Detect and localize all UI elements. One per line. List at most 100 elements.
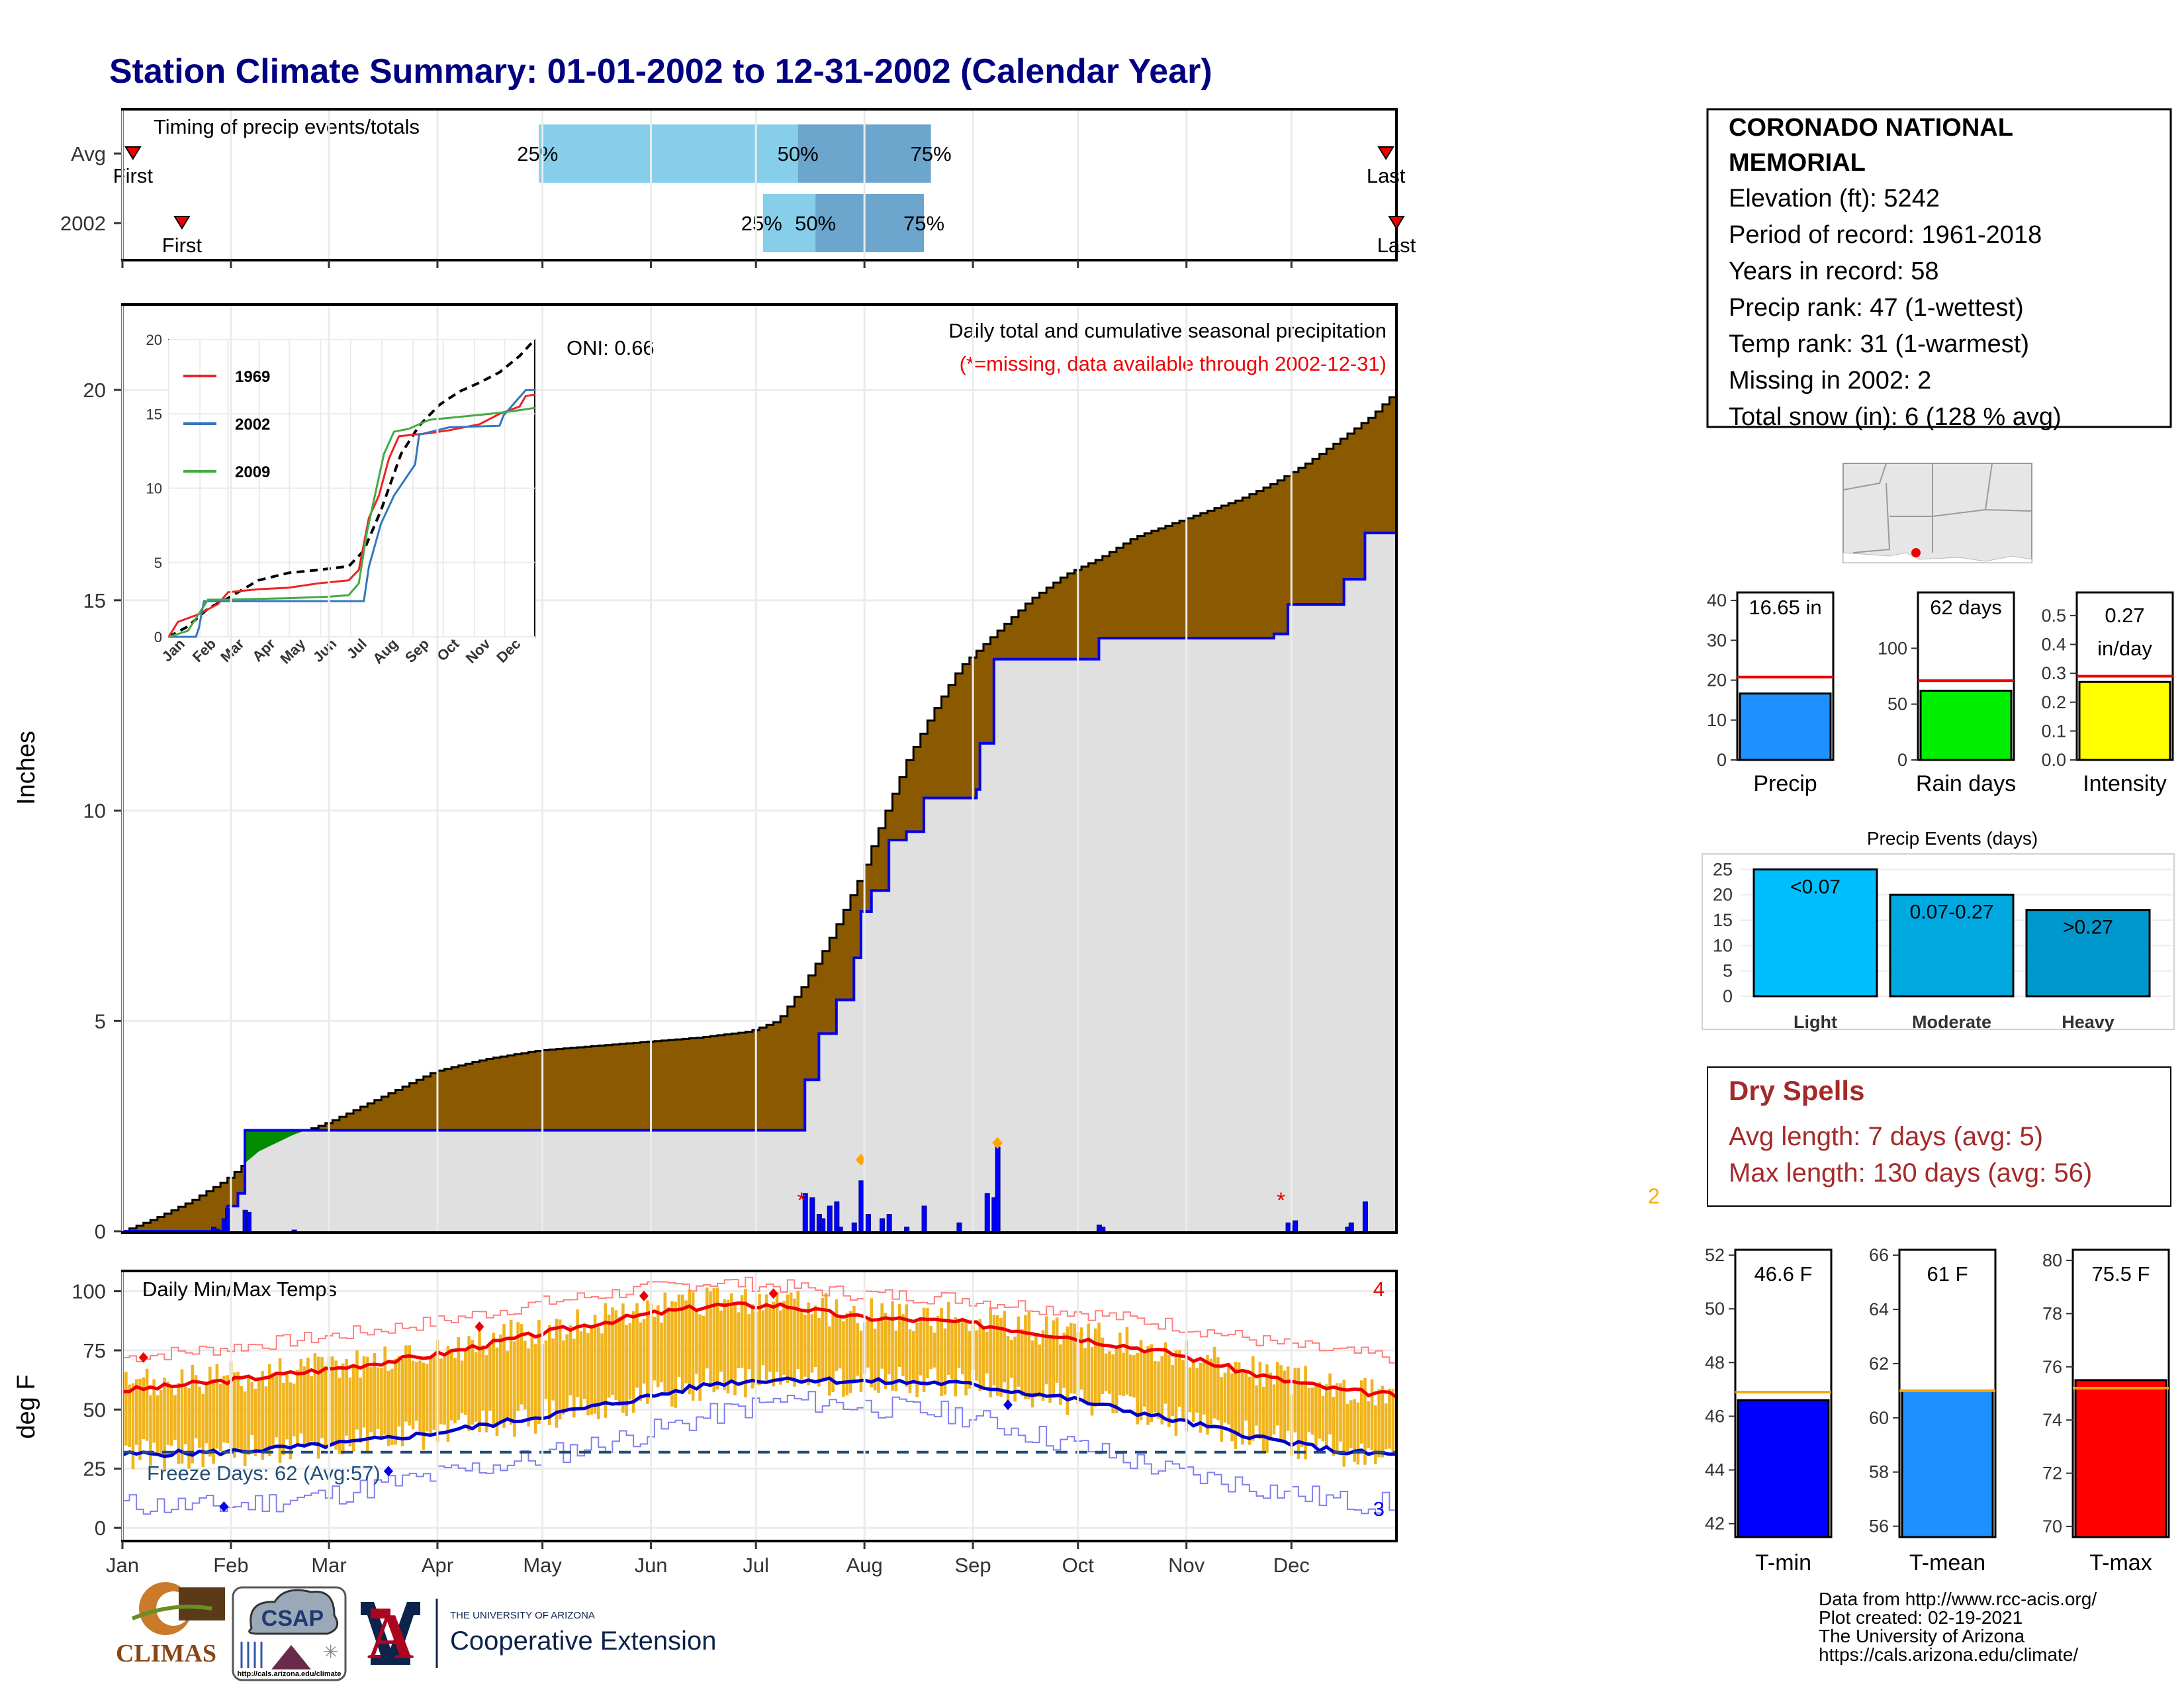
daily-temp-bar [1325, 1384, 1328, 1448]
credit-line: https://cals.arizona.edu/climate/ [1819, 1644, 2078, 1665]
credit-line: Data from http://www.rcc-acis.org/ [1819, 1589, 2097, 1609]
summary-bar-label: Rain days [1916, 771, 2016, 796]
precip-event-bar-label: 0.07-0.27 [1910, 902, 1994, 923]
daily-temp-bar [1248, 1376, 1251, 1445]
daily-temp-bar [509, 1319, 513, 1425]
daily-temp-bar [768, 1307, 772, 1372]
precip-event-bar [2025, 909, 2151, 998]
daily-temp-bar [422, 1362, 426, 1450]
daily-temp-bar [572, 1338, 576, 1418]
daily-temp-bar [999, 1317, 1003, 1397]
temp-bar-ytick-label: 78 [2042, 1303, 2062, 1323]
daily-temp-bar [142, 1377, 146, 1440]
daily-temp-bar [1024, 1315, 1027, 1399]
daily-temp-bar [684, 1300, 688, 1383]
daily-temp-bar [1300, 1383, 1304, 1447]
daily-temp-bar [989, 1307, 992, 1397]
daily-temp-bar [1359, 1380, 1363, 1444]
daily-temp-bar [957, 1321, 961, 1368]
daily-temp-bar [1307, 1387, 1311, 1432]
summary-bar [1919, 689, 2013, 761]
daily-temp-bar [1339, 1383, 1342, 1442]
daily-temp-bar [492, 1333, 495, 1427]
daily-temp-bar [331, 1356, 334, 1446]
daily-temp-bar [1171, 1364, 1174, 1417]
daily-temp-bar [1013, 1336, 1017, 1402]
daily-temp-bar [124, 1372, 128, 1446]
daily-temp-bar [320, 1357, 324, 1438]
daily-temp-bar [1384, 1403, 1388, 1450]
station-info-line: Years in record: 58 [1729, 258, 1939, 285]
daily-temp-bar [134, 1379, 138, 1445]
daily-precip-bar [995, 1147, 1001, 1232]
hot-record-marker [768, 1288, 778, 1299]
daily-temp-bar [1279, 1365, 1283, 1439]
daily-temp-bar [481, 1345, 485, 1411]
daily-temp-bar [729, 1293, 733, 1381]
daily-temp-bar [1041, 1330, 1045, 1401]
daily-temp-bar [145, 1368, 149, 1441]
daily-temp-bar [191, 1364, 195, 1464]
daily-temp-bar [810, 1314, 814, 1373]
daily-temp-bar [530, 1335, 534, 1418]
daily-temp-bar [180, 1369, 184, 1464]
summary-bar [1739, 692, 1832, 761]
station-name-line-2: MEMORIAL [1729, 149, 1866, 177]
dry-spells-avg: Avg length: 7 days (avg: 5) [1729, 1122, 2043, 1151]
summary-ytick-label: 0.4 [2041, 635, 2066, 655]
daily-temp-bar [1353, 1399, 1356, 1462]
station-info-line: Precip rank: 47 (1-wettest) [1729, 294, 2024, 322]
oni-label: ONI: 0.66 [567, 336, 655, 359]
precip-event-bar-label: >0.27 [2063, 917, 2113, 939]
daily-precip-bar [984, 1193, 990, 1232]
temp-summary-bars: 42 44 46 48 50 52 46.6 F T-min 56 58 60 62 64 66 61 F T… [1705, 1245, 2170, 1575]
missing-data-marker: * [1277, 1188, 1285, 1213]
daily-temp-bar [1195, 1368, 1199, 1413]
month-label: Jan [106, 1554, 139, 1577]
daily-temp-bar [555, 1319, 559, 1428]
daily-temp-bar [1363, 1378, 1367, 1465]
daily-temp-bar [789, 1292, 793, 1380]
precip-note-1: Daily total and cumulative seasonal prec… [948, 319, 1387, 342]
daily-temp-bar [1157, 1361, 1160, 1419]
temp-bar-ytick-label: 58 [1869, 1462, 1889, 1482]
daily-temp-bar [926, 1307, 929, 1379]
daily-temp-bar [1244, 1370, 1248, 1421]
daily-temp-bar [946, 1301, 950, 1375]
daily-temp-bar [695, 1310, 698, 1374]
precip-ytick-label: 20 [83, 379, 106, 402]
timing-first-label: First [113, 164, 154, 187]
daily-temp-bar [954, 1317, 958, 1397]
daily-temp-bar [1374, 1405, 1377, 1464]
daily-temp-bar [1241, 1370, 1244, 1445]
daily-temp-bar [1128, 1354, 1132, 1397]
daily-temp-bar [1010, 1339, 1013, 1378]
daily-temp-bar [670, 1301, 674, 1407]
ua-name-text: THE UNIVERSITY OF ARIZONA [450, 1610, 595, 1621]
daily-temp-bar [1125, 1327, 1129, 1395]
daily-temp-bar [901, 1314, 905, 1376]
daily-temp-bar [1090, 1347, 1094, 1416]
month-label: Mar [311, 1554, 346, 1577]
daily-temp-bar [1230, 1373, 1234, 1442]
temp-ytick-label: 75 [83, 1339, 106, 1362]
daily-temp-bar [968, 1331, 972, 1389]
daily-temp-bar [292, 1383, 296, 1436]
daily-temp-bar [215, 1364, 219, 1449]
daily-temp-bar [271, 1375, 275, 1448]
daily-temp-bar [1069, 1323, 1073, 1393]
daily-temp-bar [212, 1379, 215, 1464]
month-label: Oct [1062, 1554, 1095, 1577]
daily-temp-bar [152, 1379, 156, 1443]
daily-temp-bar [387, 1370, 390, 1446]
temp-ytick-label: 50 [83, 1398, 106, 1421]
summary-bars: 0 10 20 30 40 16.65 in Precip 0 50 100 62 days Rain… [1707, 590, 2174, 796]
temp-bar-ytick-label: 70 [2042, 1517, 2062, 1536]
daily-temp-bar [1216, 1357, 1220, 1421]
daily-temp-bar [1293, 1368, 1297, 1432]
daily-temp-bar [1275, 1362, 1279, 1426]
daily-temp-bar [943, 1328, 947, 1395]
summary-ytick-label: 0.5 [2041, 606, 2066, 626]
month-label: Nov [1168, 1554, 1205, 1577]
csap-logo: CSAP ✳ http://cals.arizona.edu/climate [232, 1586, 347, 1681]
